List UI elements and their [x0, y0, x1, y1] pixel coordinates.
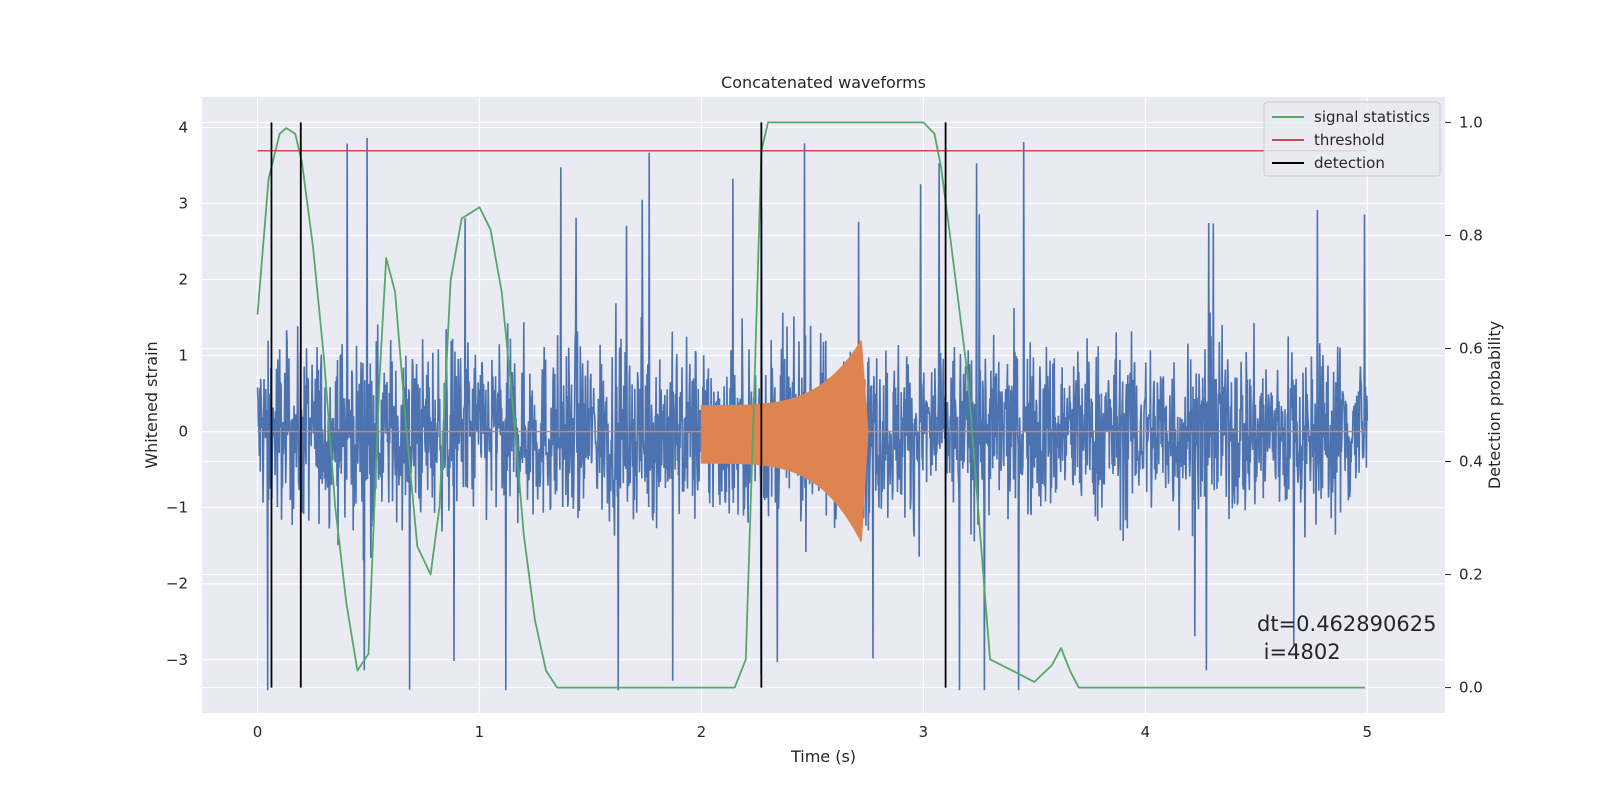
y2-tick-label: 0.2: [1459, 566, 1483, 584]
legend-label-signal-statistics: signal statistics: [1314, 108, 1430, 126]
y2-tick-label: 0.8: [1459, 226, 1483, 244]
y-tick-label: 0: [178, 423, 188, 441]
legend-box: [1263, 101, 1441, 177]
y-tick-label: 3: [178, 194, 188, 212]
y2-tick-label: 0.0: [1459, 679, 1483, 697]
axes: 0 1 2 3 4 5 −3 −2 −1 0 1 2 3 4 0.0 0.2 0.4 0.6 0.8 1.0: [166, 113, 1483, 741]
y-tick-label: −3: [166, 651, 188, 669]
y-tick-label: −2: [166, 575, 188, 593]
signal-statistics-line: [256, 121, 1366, 689]
y2-tick-label: 0.6: [1459, 339, 1483, 357]
x-tick-label: 2: [697, 723, 707, 741]
legend: signal statistics threshold detection: [1263, 101, 1441, 177]
y2-tick-label: 1.0: [1459, 113, 1483, 131]
y-axis-label: Whitened strain: [142, 341, 161, 468]
x-tick-label: 5: [1363, 723, 1373, 741]
annotation-index: i=4802: [1257, 640, 1341, 664]
x-tick-label: 3: [919, 723, 929, 741]
y2-axis-label: Detection probability: [1485, 321, 1504, 489]
x-axis-label: Time (s): [790, 747, 856, 766]
y2-tick-label: 0.4: [1459, 453, 1483, 471]
y-tick-label: −1: [166, 499, 188, 517]
annotation-dt: dt=0.462890625: [1257, 612, 1436, 636]
y-tick-label: 4: [178, 118, 188, 136]
legend-label-threshold: threshold: [1314, 131, 1385, 149]
data-layer: [256, 121, 1369, 691]
chirp-waveform-line: [257, 340, 1368, 542]
x-tick-label: 1: [475, 723, 485, 741]
y-tick-label: 1: [178, 347, 188, 365]
x-tick-label: 0: [253, 723, 263, 741]
legend-label-detection: detection: [1314, 154, 1385, 172]
x-tick-label: 4: [1141, 723, 1151, 741]
chart-title: Concatenated waveforms: [721, 73, 926, 92]
y-tick-label: 2: [178, 271, 188, 289]
